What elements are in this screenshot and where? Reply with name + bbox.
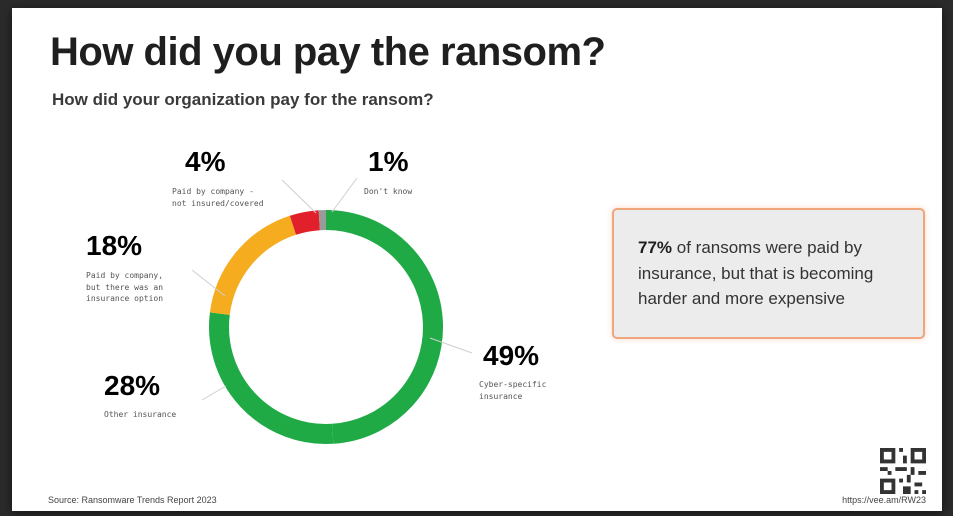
leader-line [281, 179, 317, 214]
slice-label-dont-know: Don't know [364, 187, 413, 196]
donut-chart [191, 177, 473, 444]
slice-label-other-insurance: Other insurance [104, 410, 177, 419]
page-subtitle: How did your organization pay for the ra… [52, 90, 434, 109]
insight-callout: 77% of ransoms were paid by insurance, b… [612, 208, 925, 339]
qr-code-icon [880, 448, 926, 494]
leader-line [191, 269, 226, 297]
source-link[interactable]: https://vee.am/RW23 [842, 495, 926, 505]
leader-line [331, 177, 358, 213]
page-title: How did you pay the ransom? [50, 30, 606, 74]
donut-slice-cyber-insurance [325, 210, 443, 444]
slice-label-paid-not-insured: Paid by company - not insured/covered [172, 187, 264, 208]
slice-value-paid-not-insured: 4% [185, 146, 226, 177]
leader-line [201, 385, 227, 401]
infographic-card: How did you pay the ransom? How did your… [12, 8, 942, 511]
slice-value-cyber-insurance: 49% [483, 340, 540, 371]
slice-label-cyber-insurance: Cyber-specific insurance [479, 380, 547, 401]
slice-value-dont-know: 1% [368, 146, 409, 177]
callout-text: of ransoms were paid by insurance, but t… [638, 238, 874, 308]
callout-highlight: 77% [638, 238, 673, 257]
slice-label-paid-insurance-option: Paid by company, but there was an insura… [86, 271, 164, 304]
source-note: Source: Ransomware Trends Report 2023 [48, 495, 217, 505]
donut-slice-other-insurance [209, 312, 334, 444]
donut-slice-paid-insurance-option [209, 215, 297, 316]
leader-line [429, 337, 473, 354]
slice-value-paid-insurance-option: 18% [86, 230, 143, 261]
donut-slice-paid-not-insured [289, 210, 321, 235]
slice-value-other-insurance: 28% [104, 370, 161, 401]
